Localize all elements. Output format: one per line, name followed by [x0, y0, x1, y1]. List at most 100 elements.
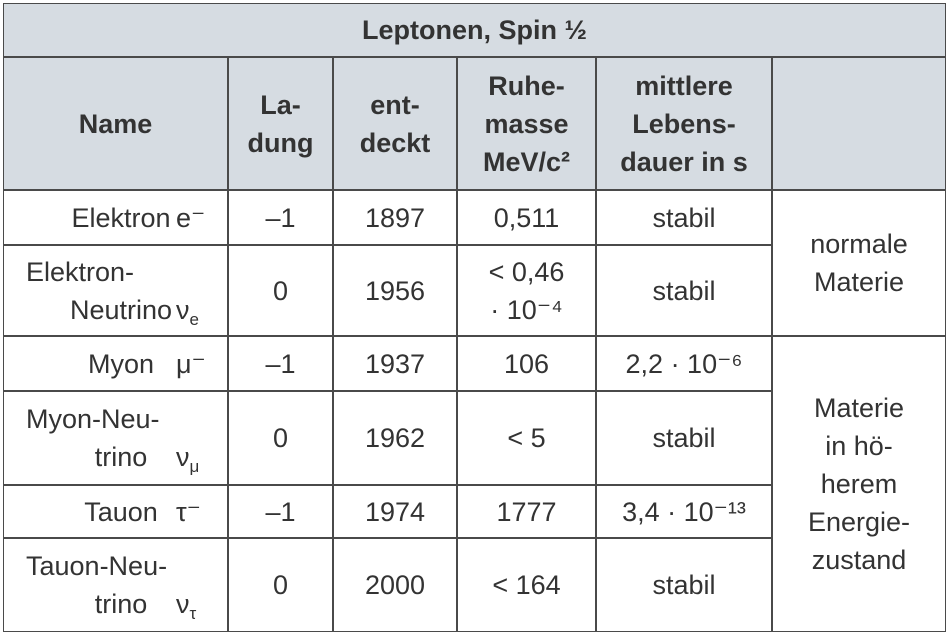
group-text: Energie-	[807, 507, 911, 537]
name-text: Elektron e⁻	[26, 199, 216, 237]
header-text: deckt	[359, 127, 431, 158]
lifetime: 3,4 · 10⁻¹³	[622, 496, 746, 527]
lifetime: stabil	[652, 202, 716, 233]
mass-cell: 0,511	[457, 190, 596, 245]
group-text: zustand	[811, 545, 907, 575]
charge: –1	[265, 348, 296, 379]
charge: 0	[272, 275, 289, 306]
charge-cell: 0	[228, 538, 333, 632]
mass-cell: 106	[457, 336, 596, 391]
name-text: trino ντ	[26, 585, 216, 623]
lifetime: stabil	[652, 275, 716, 306]
particle-symbol: μ⁻	[176, 348, 206, 379]
charge-cell: 0	[228, 391, 333, 485]
discovered: 1956	[364, 275, 426, 306]
charge-cell: –1	[228, 190, 333, 245]
lifetime-cell: stabil	[596, 245, 772, 336]
mass: < 0,46	[488, 256, 565, 287]
year-cell: 1962	[333, 391, 457, 485]
charge: 0	[272, 570, 289, 600]
year-cell: 1974	[333, 485, 457, 538]
name-text: Myon μ⁻	[26, 345, 216, 383]
group-text: Materie	[813, 267, 905, 297]
name-cell: Myon-Neu-trino νμ	[3, 391, 228, 485]
header-text: MeV/c²	[482, 146, 571, 177]
discovered: 1937	[364, 348, 426, 379]
mass: 106	[503, 348, 550, 379]
lifetime-cell: stabil	[596, 190, 772, 245]
charge-cell: –1	[228, 336, 333, 391]
name-text: Neutrino νe	[26, 291, 216, 329]
charge: –1	[265, 202, 296, 233]
lifetime: stabil	[652, 570, 716, 600]
name-text: trino νμ	[26, 438, 216, 476]
header-cell: La-dung	[228, 57, 333, 190]
header-cell: mittlere Lebens-dauer in s	[596, 57, 772, 190]
title-cell: Leptonen, Spin ½	[3, 3, 946, 57]
header-cell: Name	[3, 57, 228, 190]
year-cell: 1897	[333, 190, 457, 245]
charge-cell: –1	[228, 485, 333, 538]
discovered: 1974	[364, 496, 426, 527]
name-text: Elektron-	[26, 256, 135, 287]
mass: 1777	[496, 496, 557, 527]
header-text: ent-	[370, 89, 420, 120]
header-text: La-	[260, 89, 301, 120]
mass-cell: 1777	[457, 485, 596, 538]
discovered: 1897	[364, 202, 426, 233]
lifetime: stabil	[652, 423, 716, 453]
lifetime-cell: stabil	[596, 391, 772, 485]
name-text: Tauon-Neu-	[26, 551, 168, 581]
charge: 0	[272, 423, 289, 453]
mass-cell: < 5	[457, 391, 596, 485]
symbol-subscript: τ	[189, 604, 197, 623]
lifetime-cell: stabil	[596, 538, 772, 632]
particle-symbol: e⁻	[176, 202, 206, 233]
name-cell: Elektron- Neutrino νe	[3, 245, 228, 336]
particle-symbol: ντ	[176, 589, 197, 623]
header-text: mittlere	[635, 70, 733, 101]
header-text: Lebens-	[632, 108, 736, 139]
group-cell: normale Materie	[772, 190, 946, 336]
header-text: Ruhe-	[488, 70, 565, 101]
particle-symbol: νμ	[176, 442, 200, 476]
year-cell: 1937	[333, 336, 457, 391]
symbol-subscript: μ	[189, 457, 200, 476]
header-text: Name	[78, 108, 153, 139]
name-cell: Tauon τ⁻	[3, 485, 228, 538]
group-text: in hö-	[825, 431, 893, 461]
charge: –1	[265, 496, 296, 527]
mass: < 164	[492, 570, 561, 600]
symbol-subscript: e	[189, 309, 199, 329]
header-cell	[772, 57, 946, 190]
header-cell: ent-deckt	[333, 57, 457, 190]
lifetime-cell: 3,4 · 10⁻¹³	[596, 485, 772, 538]
group-text: herem	[820, 469, 898, 499]
charge-cell: 0	[228, 245, 333, 336]
group-text: normale	[810, 229, 908, 259]
lifetime: 2,2 · 10⁻⁶	[625, 348, 743, 379]
mass: · 10⁻⁴	[490, 294, 563, 325]
discovered: 2000	[364, 570, 426, 600]
header-cell: Ruhe-masse MeV/c²	[457, 57, 596, 190]
header-text: masse	[484, 108, 569, 139]
header-text: dung	[247, 127, 314, 158]
mass-cell: < 0,46 · 10⁻⁴	[457, 245, 596, 336]
year-cell: 2000	[333, 538, 457, 632]
header-text: dauer in s	[620, 146, 748, 177]
table-title: Leptonen, Spin ½	[361, 15, 587, 45]
particle-symbol: νe	[176, 294, 199, 329]
particle-symbol: τ⁻	[176, 496, 201, 527]
mass: 0,511	[493, 202, 560, 233]
year-cell: 1956	[333, 245, 457, 336]
name-cell: Elektron e⁻	[3, 190, 228, 245]
group-cell: Materie in hö-herem Energie-zustand	[772, 336, 946, 632]
name-text: Myon-Neu-	[26, 404, 160, 434]
group-text: Materie	[813, 393, 905, 423]
mass-cell: < 164	[457, 538, 596, 632]
discovered: 1962	[364, 423, 426, 453]
mass: < 5	[507, 423, 546, 453]
name-cell: Myon μ⁻	[3, 336, 228, 391]
